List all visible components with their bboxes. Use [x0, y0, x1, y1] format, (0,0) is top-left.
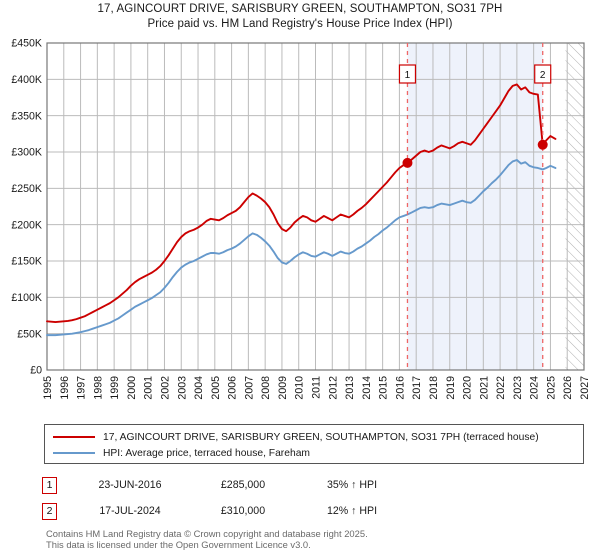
svg-text:£250K: £250K: [11, 183, 42, 195]
copyright-footer: Contains HM Land Registry data © Crown c…: [46, 528, 586, 550]
svg-text:£150K: £150K: [11, 256, 42, 268]
svg-text:£350K: £350K: [11, 110, 42, 122]
transaction-marker-1: 1: [42, 476, 57, 494]
footer-line-2: This data is licensed under the Open Gov…: [46, 539, 311, 550]
svg-text:£200K: £200K: [11, 219, 42, 231]
svg-text:2020: 2020: [462, 376, 474, 400]
svg-text:2009: 2009: [277, 376, 289, 400]
svg-text:2022: 2022: [495, 376, 507, 400]
svg-text:2004: 2004: [193, 376, 205, 400]
svg-text:2011: 2011: [311, 376, 323, 399]
svg-text:1: 1: [405, 70, 411, 81]
transactions-table: 1 23-JUN-2016 £285,000 35% ↑ HPI 2 17-JU…: [42, 472, 512, 524]
svg-text:2027: 2027: [579, 376, 591, 400]
svg-text:2018: 2018: [428, 376, 440, 400]
svg-text:2006: 2006: [227, 376, 239, 400]
svg-text:2021: 2021: [478, 376, 490, 400]
svg-text:2: 2: [540, 70, 546, 81]
title-line-2: Price paid vs. HM Land Registry's House …: [147, 18, 453, 30]
footer-line-1: Contains HM Land Registry data © Crown c…: [46, 528, 368, 539]
svg-text:2012: 2012: [327, 376, 339, 400]
svg-text:2017: 2017: [411, 376, 423, 400]
svg-text:£300K: £300K: [11, 147, 42, 159]
svg-text:2008: 2008: [260, 376, 272, 400]
svg-text:1997: 1997: [76, 376, 88, 400]
svg-text:£50K: £50K: [17, 328, 42, 340]
transaction-date: 17-JUL-2024: [99, 505, 161, 517]
legend-label-property: 17, AGINCOURT DRIVE, SARISBURY GREEN, SO…: [103, 431, 539, 443]
legend-item-property: 17, AGINCOURT DRIVE, SARISBURY GREEN, SO…: [51, 429, 577, 445]
svg-text:2014: 2014: [361, 376, 373, 400]
transaction-hpi-delta: 35% ↑ HPI: [326, 479, 378, 491]
legend-item-hpi: HPI: Average price, terraced house, Fare…: [51, 445, 577, 461]
svg-text:2007: 2007: [243, 376, 255, 400]
svg-text:2010: 2010: [294, 376, 306, 400]
svg-text:2015: 2015: [378, 376, 390, 400]
svg-text:2005: 2005: [210, 376, 222, 400]
table-row: 2 17-JUL-2024 £310,000 12% ↑ HPI: [42, 498, 512, 524]
svg-text:1995: 1995: [42, 376, 54, 400]
legend-label-hpi: HPI: Average price, terraced house, Fare…: [103, 447, 310, 459]
svg-text:2003: 2003: [176, 376, 188, 400]
svg-text:£450K: £450K: [11, 38, 42, 50]
transaction-hpi-delta: 12% ↑ HPI: [326, 505, 378, 517]
chart-legend: 17, AGINCOURT DRIVE, SARISBURY GREEN, SO…: [44, 424, 584, 464]
svg-text:2019: 2019: [445, 376, 457, 400]
chart-svg: £0 £50K £100K £150K £200K £250K £300K £350K £400…: [11, 38, 591, 400]
svg-text:1999: 1999: [109, 376, 121, 400]
svg-text:2024: 2024: [529, 376, 541, 400]
svg-text:£400K: £400K: [11, 74, 42, 86]
svg-text:1996: 1996: [59, 376, 71, 400]
svg-text:2001: 2001: [143, 376, 155, 400]
svg-text:2026: 2026: [562, 376, 574, 400]
svg-text:2025: 2025: [545, 376, 557, 400]
title-line-1: 17, AGINCOURT DRIVE, SARISBURY GREEN, SO…: [97, 3, 503, 15]
svg-text:2000: 2000: [126, 376, 138, 400]
transaction-date: 23-JUN-2016: [98, 479, 162, 491]
transaction-marker-2: 2: [42, 502, 57, 520]
transaction-price: £310,000: [220, 505, 266, 517]
table-row: 1 23-JUN-2016 £285,000 35% ↑ HPI: [42, 472, 512, 498]
svg-text:£100K: £100K: [11, 292, 42, 304]
svg-text:2023: 2023: [512, 376, 524, 400]
svg-text:£0: £0: [30, 365, 42, 377]
transaction-price: £285,000: [220, 479, 266, 491]
svg-text:2016: 2016: [394, 376, 406, 400]
legend-swatch-property: [53, 436, 95, 438]
svg-text:1998: 1998: [92, 376, 104, 400]
page-title: 17, AGINCOURT DRIVE, SARISBURY GREEN, SO…: [0, 2, 600, 32]
legend-swatch-hpi: [53, 452, 95, 454]
svg-text:2013: 2013: [344, 376, 356, 400]
price-history-chart: £0 £50K £100K £150K £200K £250K £300K £350K £400…: [11, 38, 591, 400]
svg-text:2002: 2002: [159, 376, 171, 400]
